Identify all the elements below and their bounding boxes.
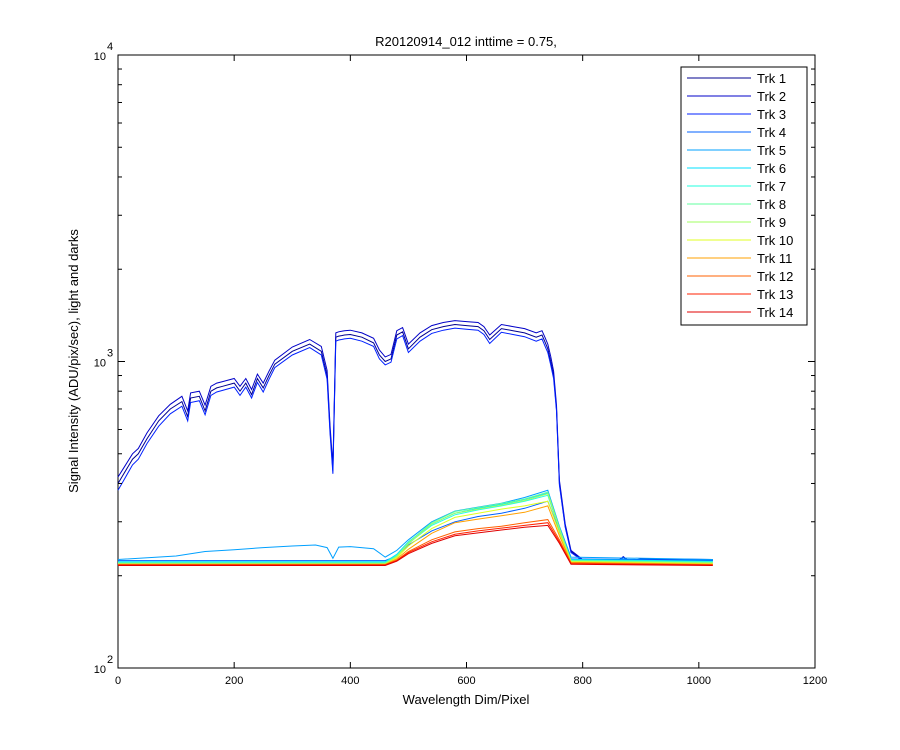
legend-label-trk-14: Trk 14 — [757, 305, 793, 320]
x-tick-label: 1000 — [687, 675, 711, 687]
series-line-trk-14 — [118, 524, 713, 566]
legend-label-trk-5: Trk 5 — [757, 143, 786, 158]
legend-label-trk-8: Trk 8 — [757, 197, 786, 212]
x-tick-label: 800 — [573, 675, 591, 687]
legend-label-trk-3: Trk 3 — [757, 107, 786, 122]
series-line-trk-13 — [118, 522, 713, 566]
y-tick-label-base: 10 — [94, 51, 106, 63]
series-line-trk-11 — [118, 505, 713, 565]
series-line-trk-2 — [117, 320, 713, 562]
legend-label-trk-11: Trk 11 — [757, 251, 792, 266]
x-tick-label: 400 — [341, 675, 359, 687]
legend-label-trk-12: Trk 12 — [757, 269, 793, 284]
legend-label-trk-1: Trk 1 — [757, 71, 786, 86]
series-line-trk-5 — [117, 489, 713, 560]
legend-label-trk-13: Trk 13 — [757, 287, 793, 302]
legend-label-trk-2: Trk 2 — [757, 89, 786, 104]
legend-label-trk-9: Trk 9 — [757, 215, 786, 230]
legend-label-trk-4: Trk 4 — [757, 125, 786, 140]
legend-label-trk-7: Trk 7 — [757, 179, 786, 194]
series-line-trk-3 — [117, 327, 713, 563]
series-line-trk-1 — [117, 323, 713, 563]
x-axis-label: Wavelength Dim/Pixel — [403, 692, 530, 707]
x-tick-label: 600 — [457, 675, 475, 687]
y-tick-label-base: 10 — [94, 358, 106, 370]
y-axis-label: Signal Intensity (ADU/pix/sec), light an… — [66, 229, 81, 493]
legend-label-trk-6: Trk 6 — [757, 161, 786, 176]
series-layer — [117, 320, 713, 566]
series-line-trk-10 — [118, 500, 713, 565]
y-tick-label-exponent: 4 — [107, 41, 113, 53]
series-line-trk-9 — [118, 493, 713, 565]
legend-label-trk-10: Trk 10 — [757, 233, 793, 248]
chart-title: R20120914_012 inttime = 0.75, — [375, 34, 557, 49]
y-tick-label-exponent: 3 — [107, 348, 113, 360]
x-tick-label: 200 — [225, 675, 243, 687]
x-tick-label: 1200 — [803, 675, 827, 687]
legend: Trk 1 Trk 2 Trk 3 Trk 4 Trk 5 Trk 6 Trk 7 Trk 8… — [680, 66, 808, 326]
y-tick-label-base: 10 — [94, 664, 106, 676]
legend-box — [680, 66, 808, 326]
y-tick-label-exponent: 2 — [107, 654, 113, 666]
x-tick-label: 0 — [115, 675, 121, 687]
